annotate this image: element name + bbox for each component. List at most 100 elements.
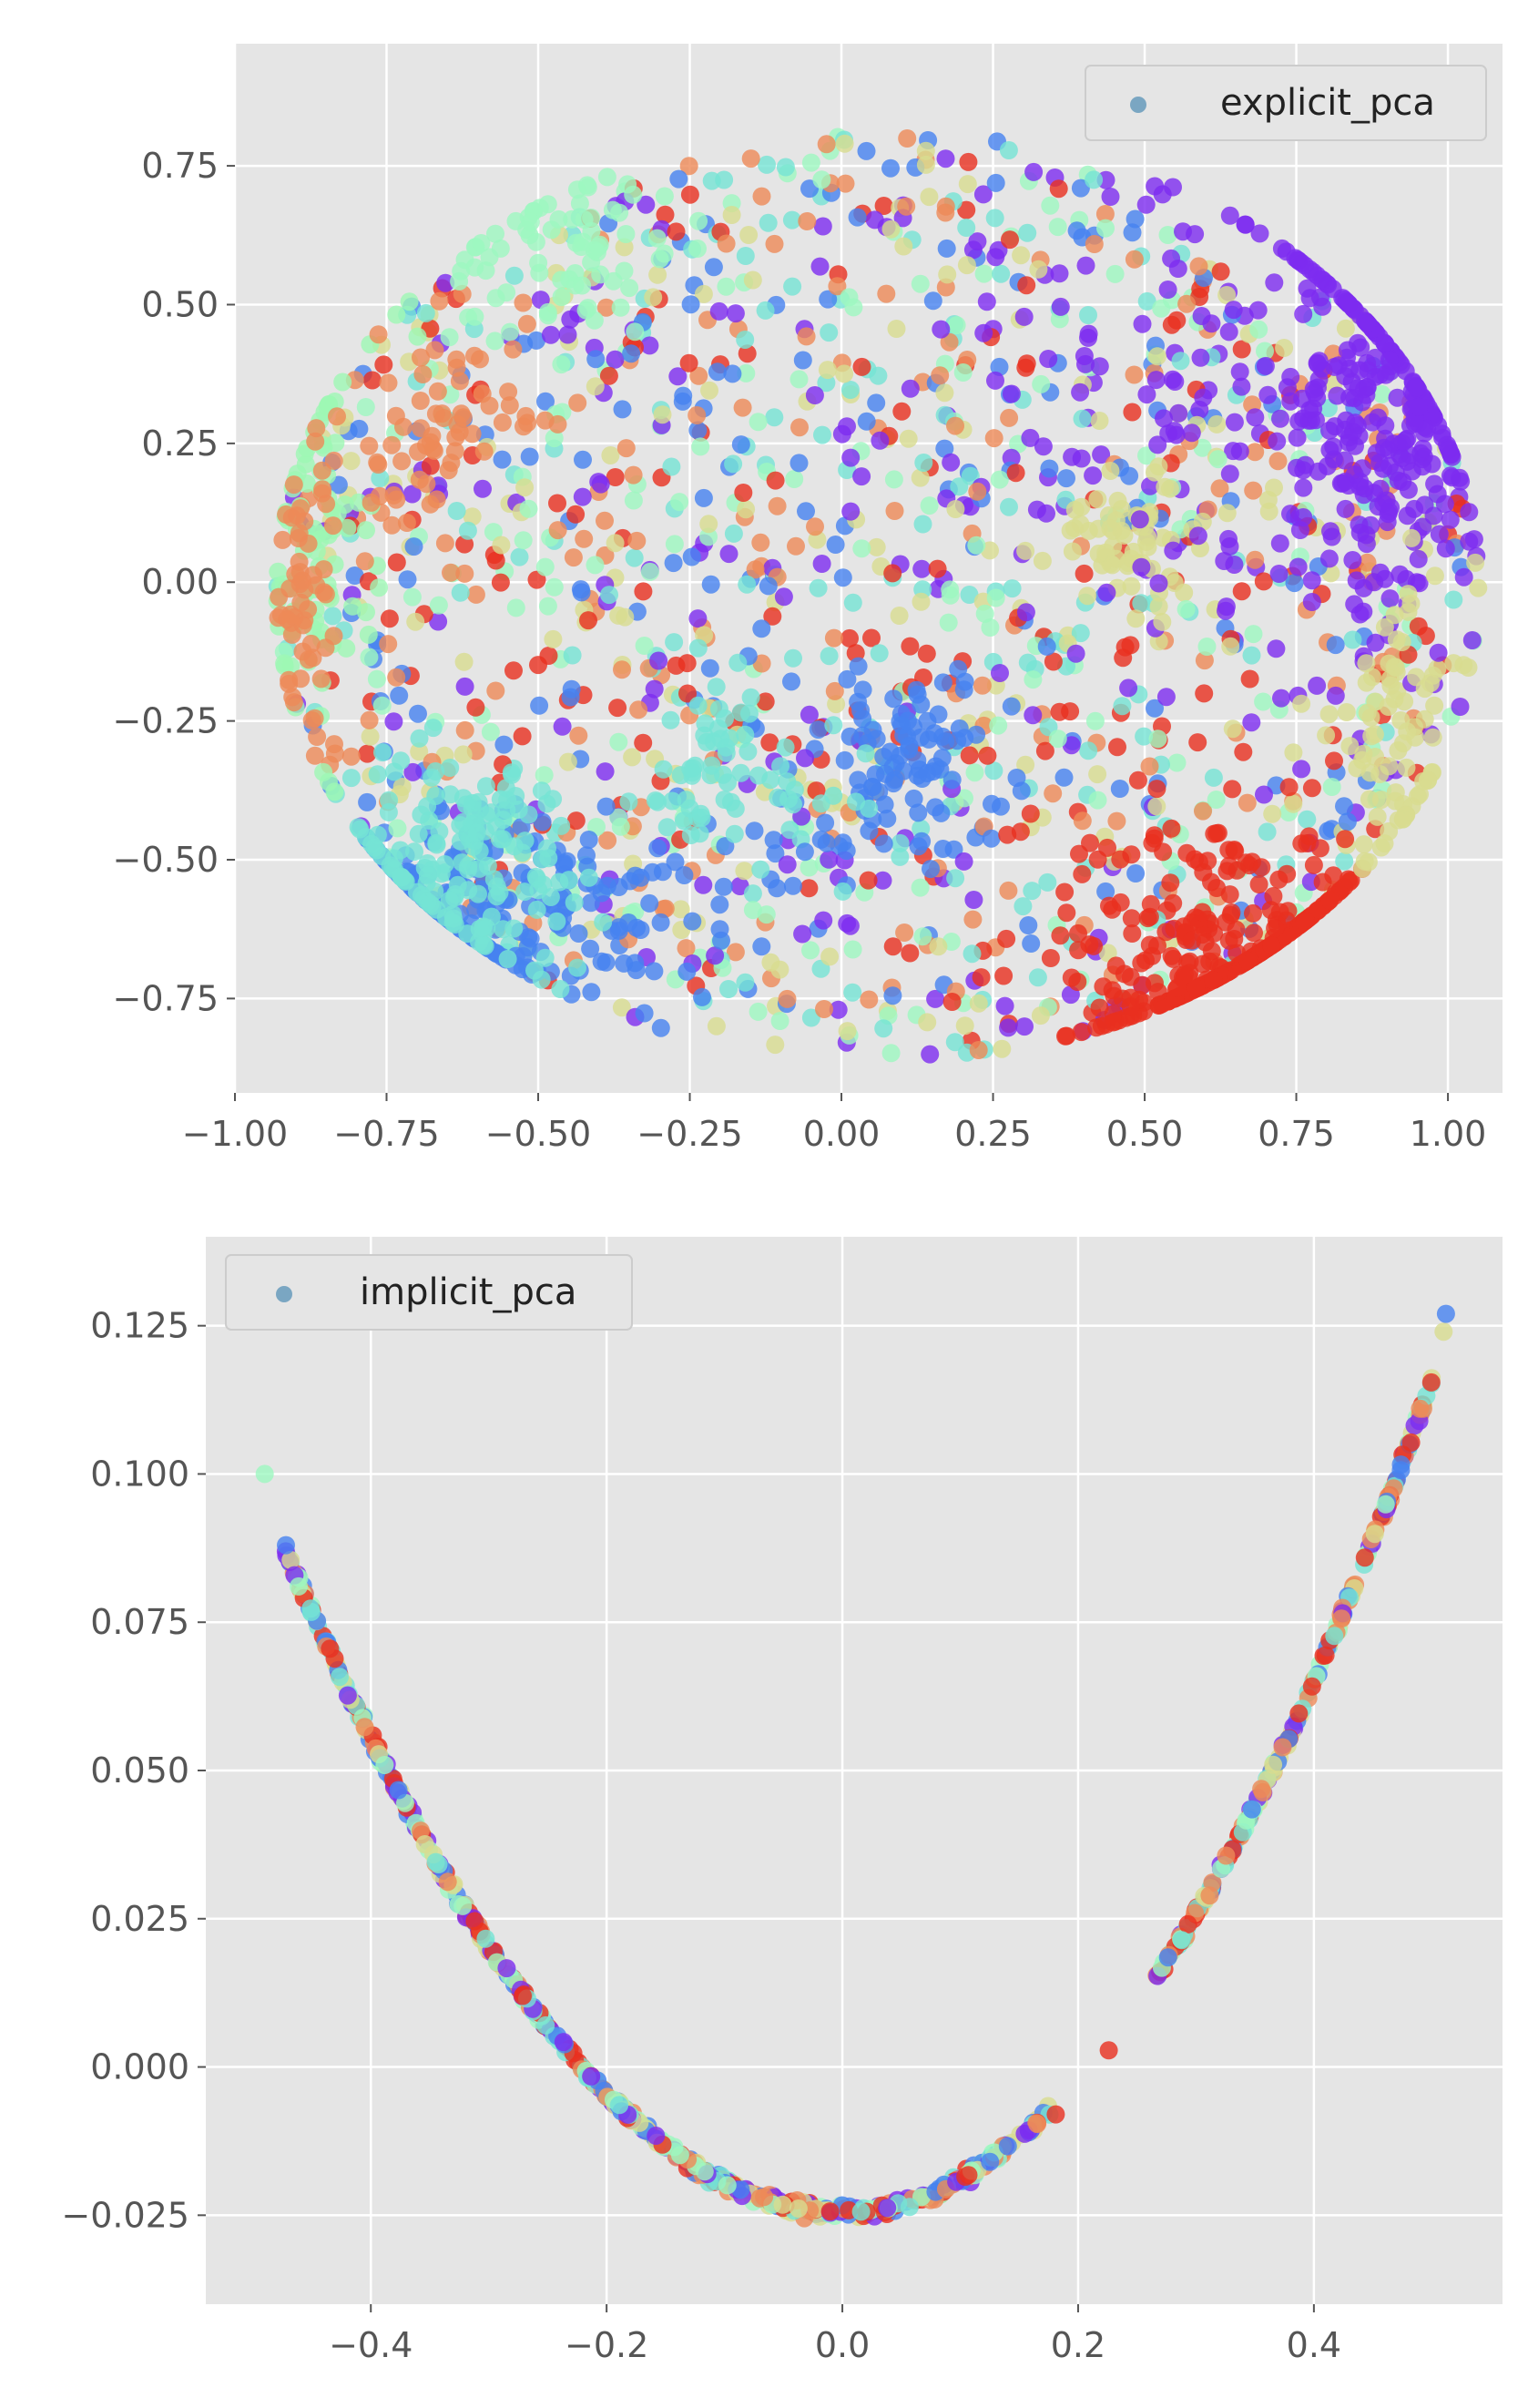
scatter-point (515, 883, 535, 902)
scatter-point (570, 194, 589, 213)
x-tick-label: 0.75 (1258, 1114, 1335, 1154)
scatter-point (1162, 819, 1181, 838)
scatter-point (548, 521, 567, 540)
scatter-point (1385, 606, 1404, 625)
scatter-point (1028, 968, 1047, 987)
scatter-point (724, 454, 743, 474)
scatter-point (735, 862, 754, 881)
scatter-point (1460, 503, 1479, 522)
scatter-point (1200, 1886, 1219, 1905)
scatter-point (529, 253, 548, 272)
scatter-point (545, 577, 564, 597)
scatter-point (610, 2096, 629, 2115)
scatter-point (1350, 361, 1370, 380)
scatter-point (835, 364, 854, 383)
scatter-point (1148, 435, 1167, 454)
scatter-point (415, 1835, 434, 1853)
scatter-point (738, 575, 757, 594)
scatter-point (579, 831, 598, 849)
scatter-point (990, 357, 1009, 376)
scatter-point (1063, 542, 1082, 561)
scatter-point (1395, 692, 1414, 711)
scatter-point (410, 729, 429, 748)
scatter-point (743, 884, 762, 903)
scatter-point (1024, 670, 1043, 689)
scatter-point (1343, 630, 1362, 649)
scatter-point (867, 537, 886, 556)
scatter-point (801, 941, 820, 960)
scatter-point (1217, 286, 1237, 304)
scatter-point (759, 213, 778, 232)
scatter-point (1217, 1846, 1236, 1865)
x-tick-label: 1.00 (1410, 1114, 1487, 1154)
implicit-pca-chart: −0.4 −0.2 0.0 0.2 0.4 −0.025 0.000 0.025 0.050 0.… (61, 1237, 1503, 2365)
scatter-point (1454, 567, 1473, 587)
scatter-point (406, 612, 425, 631)
scatter-point (960, 586, 979, 604)
scatter-point (596, 797, 616, 816)
scatter-point (783, 876, 802, 895)
scatter-point (1015, 2124, 1034, 2143)
scatter-point (609, 732, 628, 751)
scatter-point (653, 405, 672, 424)
scatter-point (450, 423, 469, 442)
scatter-point (1357, 535, 1376, 554)
scatter-point (926, 989, 945, 1008)
scatter-point (986, 371, 1004, 390)
scatter-point (450, 271, 469, 291)
scatter-point (937, 239, 956, 258)
scatter-point (391, 841, 410, 860)
scatter-point (579, 611, 597, 630)
scatter-point (1032, 374, 1051, 393)
scatter-point (1121, 997, 1140, 1015)
scatter-point (820, 323, 839, 342)
y-tick-label: −0.25 (113, 701, 219, 741)
scatter-point (1232, 340, 1251, 359)
scatter-point (677, 654, 697, 673)
scatter-point (716, 709, 734, 728)
scatter-point (1048, 730, 1067, 749)
scatter-point (1271, 409, 1289, 428)
scatter-point (974, 323, 993, 342)
scatter-point (1123, 924, 1142, 943)
x-tick-label: 0.0 (815, 2325, 870, 2365)
scatter-point (920, 496, 939, 515)
scatter-point (912, 832, 932, 851)
scatter-point (388, 819, 407, 838)
scatter-point (358, 792, 377, 811)
scatter-point (796, 749, 814, 768)
y-tick-label: −0.025 (61, 2195, 189, 2235)
scatter-point (368, 765, 387, 784)
scatter-point (423, 861, 442, 879)
scatter-point (1288, 428, 1307, 447)
scatter-point (1145, 829, 1164, 848)
scatter-point (325, 744, 344, 763)
scatter-point (1421, 674, 1440, 692)
scatter-point (724, 524, 743, 543)
scatter-point (1078, 587, 1097, 606)
scatter-point (1149, 597, 1168, 616)
scatter-point (1230, 362, 1249, 382)
scatter-point (371, 469, 390, 488)
scatter-point (467, 823, 486, 842)
scatter-point (1061, 521, 1080, 540)
scatter-point (1326, 686, 1345, 705)
scatter-point (291, 593, 311, 612)
scatter-point (338, 1686, 357, 1705)
scatter-point (768, 879, 787, 898)
scatter-point (741, 688, 760, 707)
scatter-point (731, 763, 750, 782)
scatter-point (582, 2066, 601, 2086)
scatter-point (874, 748, 893, 766)
scatter-point (1166, 372, 1185, 391)
scatter-point (892, 402, 912, 421)
scatter-point (1409, 397, 1428, 416)
scatter-point (694, 284, 713, 303)
scatter-point (606, 468, 625, 486)
legend-box (225, 1254, 633, 1331)
scatter-point (1090, 357, 1109, 376)
scatter-point (800, 705, 819, 724)
scatter-point (706, 946, 725, 965)
scatter-point (577, 176, 596, 195)
scatter-point (1177, 599, 1196, 618)
